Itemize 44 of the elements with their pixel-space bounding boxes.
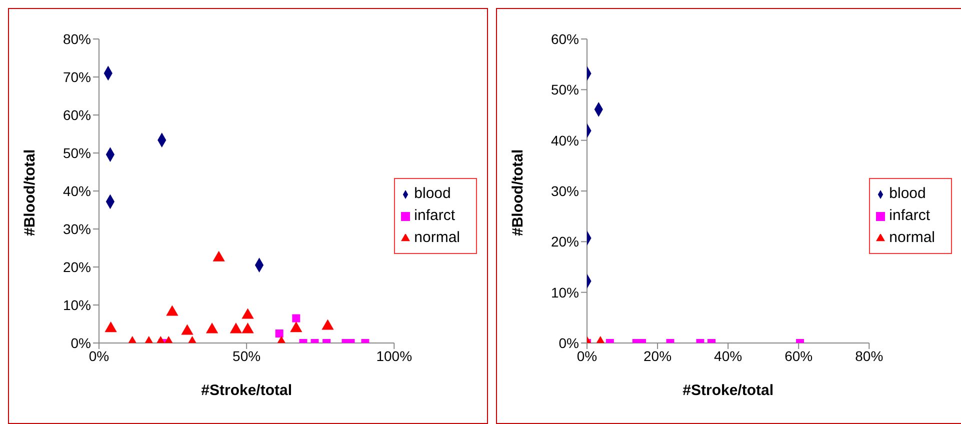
- y-tick-label: 80%: [62, 30, 91, 47]
- y-tick-label: 60%: [550, 30, 579, 47]
- y-tick-label: 10%: [550, 284, 579, 300]
- x-tick-label: 50%: [232, 348, 261, 364]
- x-tick-label: 60%: [784, 348, 813, 364]
- x-tick-label: 40%: [714, 348, 742, 364]
- y-axis-title: #Blood/total: [21, 149, 38, 236]
- legend-label: infarct: [414, 207, 455, 224]
- y-tick-label: 20%: [62, 258, 91, 275]
- legend-label: normal: [889, 229, 935, 246]
- point: [242, 308, 254, 319]
- x-tick-label: 20%: [644, 348, 672, 364]
- y-tick-label: 20%: [550, 234, 579, 250]
- point: [181, 324, 194, 335]
- x-tick-label: 0%: [576, 348, 598, 364]
- legend-label: infarct: [889, 207, 930, 224]
- point: [212, 250, 225, 262]
- y-tick-label: 30%: [550, 182, 579, 199]
- x-tick-label: 0%: [88, 348, 110, 364]
- y-tick-label: 60%: [62, 106, 91, 123]
- point: [104, 322, 117, 332]
- y-tick-label: 40%: [62, 182, 91, 199]
- y-tick-label: 70%: [62, 68, 91, 85]
- point: [230, 322, 242, 334]
- point: [166, 305, 178, 316]
- x-axis-title: #Stroke/total: [201, 382, 292, 399]
- y-tick-label: 10%: [62, 296, 91, 313]
- y-axis-title: #Blood/total: [509, 149, 526, 236]
- point: [290, 322, 302, 332]
- x-tick-label: 100%: [376, 348, 412, 364]
- y-tick-label: 30%: [62, 220, 91, 237]
- legend-label: blood: [414, 185, 451, 202]
- x-axis-title: #Stroke/total: [682, 382, 774, 399]
- y-tick-label: 50%: [62, 144, 91, 161]
- y-tick-label: 0%: [558, 334, 579, 351]
- legend-label: blood: [889, 185, 926, 202]
- x-tick-label: 80%: [855, 348, 884, 364]
- legend-label: normal: [414, 229, 460, 246]
- point: [206, 322, 218, 334]
- point: [242, 322, 254, 334]
- y-tick-label: 0%: [70, 334, 91, 351]
- point: [322, 319, 334, 330]
- y-tick-label: 40%: [550, 132, 579, 148]
- y-tick-label: 50%: [550, 82, 579, 98]
